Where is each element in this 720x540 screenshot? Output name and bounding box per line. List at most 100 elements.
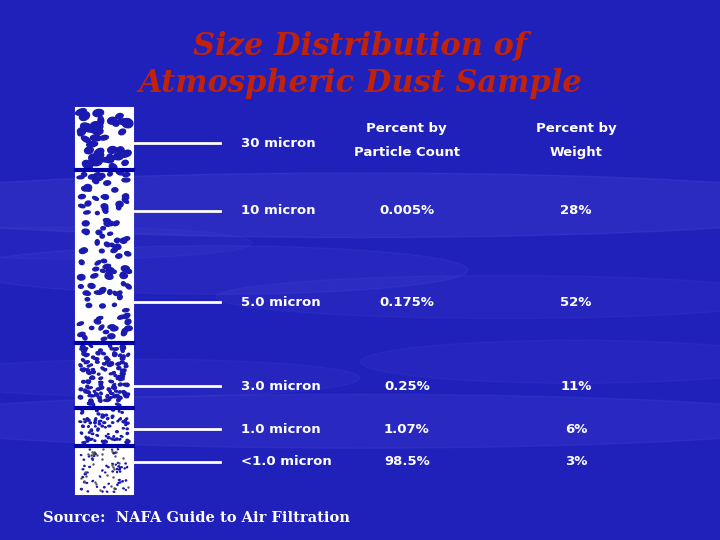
Ellipse shape — [90, 364, 92, 366]
Ellipse shape — [84, 482, 85, 483]
Ellipse shape — [86, 380, 91, 383]
Ellipse shape — [117, 367, 121, 369]
Ellipse shape — [102, 259, 107, 262]
Text: 52%: 52% — [560, 296, 592, 309]
Ellipse shape — [122, 428, 125, 429]
Ellipse shape — [125, 424, 127, 426]
Text: 30 micron: 30 micron — [241, 137, 316, 150]
Ellipse shape — [121, 356, 125, 359]
Ellipse shape — [121, 377, 124, 380]
Ellipse shape — [81, 455, 82, 456]
Ellipse shape — [81, 173, 87, 177]
Ellipse shape — [107, 117, 117, 124]
Ellipse shape — [122, 355, 125, 357]
Ellipse shape — [123, 393, 127, 396]
Ellipse shape — [99, 289, 105, 294]
Ellipse shape — [86, 385, 89, 388]
Ellipse shape — [91, 356, 95, 359]
Ellipse shape — [78, 204, 85, 208]
Ellipse shape — [120, 482, 121, 483]
Ellipse shape — [96, 230, 102, 234]
Ellipse shape — [112, 463, 114, 464]
Ellipse shape — [125, 319, 131, 325]
Ellipse shape — [117, 206, 121, 210]
Ellipse shape — [126, 433, 128, 435]
Ellipse shape — [115, 403, 119, 405]
Ellipse shape — [118, 466, 120, 467]
Ellipse shape — [113, 491, 114, 492]
Ellipse shape — [106, 358, 110, 361]
Ellipse shape — [89, 154, 99, 163]
Ellipse shape — [83, 291, 89, 295]
Ellipse shape — [119, 480, 120, 481]
Ellipse shape — [109, 393, 114, 394]
Ellipse shape — [123, 383, 127, 386]
Ellipse shape — [112, 270, 116, 273]
Ellipse shape — [89, 377, 92, 379]
Ellipse shape — [103, 422, 106, 423]
Ellipse shape — [126, 418, 127, 420]
Ellipse shape — [122, 194, 129, 198]
Ellipse shape — [93, 128, 103, 135]
Ellipse shape — [107, 437, 110, 438]
Ellipse shape — [121, 411, 123, 413]
Ellipse shape — [125, 326, 132, 330]
Ellipse shape — [86, 371, 91, 374]
Ellipse shape — [84, 419, 85, 420]
Ellipse shape — [79, 388, 83, 391]
Ellipse shape — [112, 409, 114, 411]
Ellipse shape — [127, 353, 130, 356]
Ellipse shape — [118, 410, 120, 412]
Ellipse shape — [124, 237, 130, 240]
Ellipse shape — [79, 249, 86, 254]
Ellipse shape — [98, 116, 104, 125]
Ellipse shape — [91, 274, 98, 278]
Text: Percent by: Percent by — [366, 122, 447, 135]
Text: 11%: 11% — [560, 380, 592, 393]
Ellipse shape — [110, 348, 114, 350]
Ellipse shape — [116, 431, 118, 433]
Ellipse shape — [108, 334, 115, 339]
Ellipse shape — [0, 246, 468, 294]
Ellipse shape — [119, 129, 125, 135]
Ellipse shape — [125, 363, 127, 365]
Ellipse shape — [84, 465, 85, 467]
Ellipse shape — [113, 153, 122, 159]
Ellipse shape — [91, 438, 93, 440]
Text: Atmospheric Dust Sample: Atmospheric Dust Sample — [138, 68, 582, 99]
Ellipse shape — [360, 340, 720, 383]
Bar — [76, 108, 133, 494]
Ellipse shape — [108, 325, 114, 328]
Ellipse shape — [121, 350, 124, 353]
Ellipse shape — [89, 439, 91, 440]
Ellipse shape — [108, 289, 112, 294]
Ellipse shape — [99, 476, 101, 477]
Ellipse shape — [102, 440, 104, 442]
Ellipse shape — [108, 483, 109, 484]
Ellipse shape — [82, 477, 84, 478]
Ellipse shape — [114, 394, 120, 397]
Ellipse shape — [82, 442, 85, 443]
Ellipse shape — [93, 455, 95, 456]
Ellipse shape — [84, 361, 89, 364]
Ellipse shape — [111, 438, 113, 440]
Ellipse shape — [119, 438, 121, 440]
Ellipse shape — [99, 420, 102, 422]
Text: 28%: 28% — [560, 204, 592, 217]
Ellipse shape — [113, 436, 114, 437]
Text: Size Distribution of: Size Distribution of — [193, 30, 527, 62]
Ellipse shape — [121, 467, 122, 468]
Ellipse shape — [116, 170, 123, 175]
Ellipse shape — [103, 209, 108, 213]
Ellipse shape — [118, 383, 122, 386]
Ellipse shape — [125, 383, 129, 387]
Text: 3.0 micron: 3.0 micron — [241, 380, 321, 393]
Ellipse shape — [84, 389, 86, 393]
Ellipse shape — [0, 359, 360, 397]
Ellipse shape — [100, 173, 105, 178]
Ellipse shape — [96, 212, 99, 214]
Ellipse shape — [94, 393, 99, 396]
Ellipse shape — [104, 369, 107, 371]
Ellipse shape — [116, 377, 120, 380]
Ellipse shape — [107, 434, 109, 435]
